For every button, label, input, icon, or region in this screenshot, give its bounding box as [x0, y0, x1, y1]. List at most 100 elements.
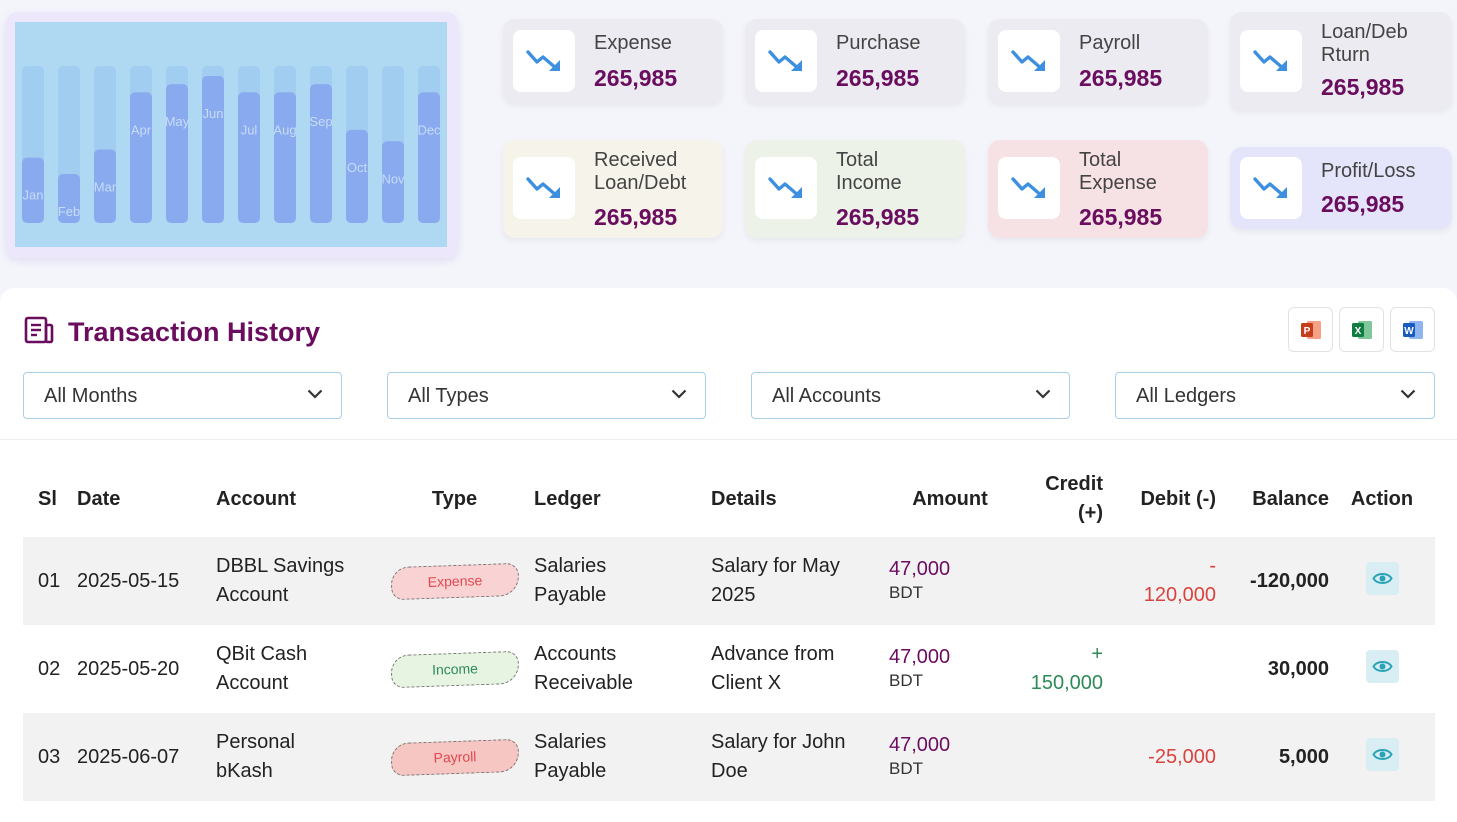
svg-text:X: X: [1354, 326, 1361, 337]
bar-feb[interactable]: [58, 173, 80, 223]
col-balance: Balance: [1252, 487, 1329, 510]
stat-icon-box: [755, 157, 817, 219]
col-ledger: Ledger: [534, 487, 601, 510]
bar-apr[interactable]: [130, 92, 152, 223]
export-powerpoint-button[interactable]: P: [1288, 307, 1333, 352]
cell-sl: 02: [38, 657, 61, 680]
cell-balance: 30,000: [1267, 657, 1329, 680]
bar-sep[interactable]: [310, 84, 332, 223]
export-buttons: P X W: [1288, 307, 1435, 352]
stat-label-line: Expense: [594, 32, 672, 54]
stat-card-loan-debt-return[interactable]: Loan/Deb Rturn 265,985: [1230, 12, 1452, 110]
stat-card-payroll[interactable]: Payroll 265,985: [988, 19, 1208, 103]
account-line: QBit Cash: [216, 643, 308, 665]
stat-label-line: Received: [594, 149, 678, 171]
stat-label-line: Rturn: [1321, 44, 1370, 66]
cell-date: 2025-05-20: [77, 657, 180, 680]
stat-card-total-income[interactable]: Total Income 265,985: [745, 140, 965, 238]
page-title: Transaction History: [68, 317, 321, 347]
details-line: Client X: [711, 672, 782, 694]
excel-icon: X: [1351, 320, 1372, 339]
account-filter-select[interactable]: All Accounts: [751, 372, 1070, 419]
bar-jan[interactable]: [22, 157, 44, 223]
ledger-filter-value: All Ledgers: [1136, 385, 1237, 407]
col-action: Action: [1350, 487, 1414, 510]
col-sl: Sl: [38, 487, 57, 510]
eye-icon: [1371, 660, 1393, 672]
table-row: 02 2025-05-20 QBit Cash Account Income Accoun…: [23, 625, 1435, 713]
view-button[interactable]: [1365, 737, 1399, 771]
table-row: 03 2025-06-07 Personal bKash Payroll Salaries…: [23, 713, 1435, 801]
chevron-down-icon: [671, 389, 687, 399]
details-line: Advance from: [711, 643, 835, 665]
stat-icon-box: [513, 157, 575, 219]
col-account: Account: [216, 487, 296, 510]
stat-card-profit-loss[interactable]: Profit/Loss 265,985: [1230, 147, 1452, 229]
col-date: Date: [77, 487, 121, 510]
svg-text:W: W: [1404, 326, 1414, 337]
ledger-line: Payable: [534, 760, 607, 782]
cell-action: [1329, 713, 1435, 801]
stat-value: 265,985: [1079, 204, 1163, 230]
type-filter-select[interactable]: All Types: [387, 372, 706, 419]
eye-icon: [1371, 572, 1393, 584]
ledger-line: Payable: [534, 584, 607, 606]
stat-card-purchase[interactable]: Purchase 265,985: [745, 19, 965, 103]
ledger-line: Receivable: [534, 672, 633, 694]
stat-card-received-loan-debt[interactable]: Received Loan/Debt 265,985: [503, 140, 723, 238]
stat-label-line: Purchase: [836, 32, 921, 54]
transaction-panel: Transaction History P X W: [0, 288, 1457, 822]
cell-sl: 03: [23, 713, 77, 801]
ledger-line: Salaries: [534, 555, 607, 577]
month-filter-value: All Months: [44, 385, 138, 407]
stat-label-line: Profit/Loss: [1321, 160, 1416, 182]
stat-label: Received Loan/Debt: [594, 149, 686, 195]
amount-value: 47,000: [889, 734, 951, 756]
cell-date: 2025-05-15: [77, 537, 216, 625]
details-line: Salary for John: [711, 731, 846, 753]
bar-dec[interactable]: [418, 92, 440, 223]
bar-jun[interactable]: [202, 75, 224, 223]
trend-down-icon: [768, 177, 802, 198]
credit-line: 150,000: [1030, 672, 1103, 694]
stat-label: Expense: [594, 32, 672, 55]
bar-oct[interactable]: [346, 129, 368, 223]
view-button[interactable]: [1365, 649, 1399, 683]
export-word-button[interactable]: W: [1390, 307, 1435, 352]
trend-down-icon: [1253, 50, 1287, 71]
word-icon: W: [1402, 320, 1423, 339]
cell-action: [1329, 625, 1435, 713]
monthly-bar-chart: Jan Feb Mar Apr May Jun Jul Aug Sep Oct Nov Dec: [15, 22, 447, 247]
bar-aug[interactable]: [274, 92, 296, 223]
transaction-table: Sl Date Account Type Ledger Details Amou…: [23, 461, 1435, 801]
bar-nov[interactable]: [382, 141, 404, 223]
month-filter-select[interactable]: All Months: [23, 372, 342, 419]
stat-icon-box: [998, 157, 1060, 219]
amount-unit: BDT: [889, 759, 923, 778]
stat-card-expense[interactable]: Expense 265,985: [503, 19, 723, 103]
ledger-line: Accounts: [534, 643, 617, 665]
stat-label-line: Payroll: [1079, 32, 1141, 54]
cell-amount: 47,000 BDT: [889, 625, 1011, 713]
table-header-row: Sl Date Account Type Ledger Details Amou…: [23, 461, 1435, 537]
col-credit-line-1: Credit: [1045, 473, 1103, 495]
cell-action: [1329, 537, 1435, 625]
credit-line: +: [1091, 643, 1103, 665]
ledger-filter-select[interactable]: All Ledgers: [1115, 372, 1435, 419]
stat-value: 265,985: [1079, 65, 1163, 91]
table-body: 01 2025-05-15 DBBL Savings Account Expense Sa…: [23, 537, 1435, 801]
type-filter-value: All Types: [408, 385, 489, 407]
export-excel-button[interactable]: X: [1339, 307, 1384, 352]
section-header: Transaction History: [24, 316, 320, 349]
col-credit-line-2: (+): [1078, 502, 1103, 524]
trend-down-icon: [526, 50, 560, 71]
tick-label-jul: Jul: [241, 122, 258, 137]
bar-mar[interactable]: [94, 149, 116, 223]
account-line: Account: [216, 584, 289, 606]
account-line: Personal: [216, 731, 295, 753]
stat-card-total-expense[interactable]: Total Expense 265,985: [988, 140, 1208, 238]
cell-date: 2025-06-07: [77, 713, 216, 801]
bar-jul[interactable]: [238, 92, 260, 223]
view-button[interactable]: [1365, 561, 1399, 595]
bar-may[interactable]: [166, 84, 188, 223]
